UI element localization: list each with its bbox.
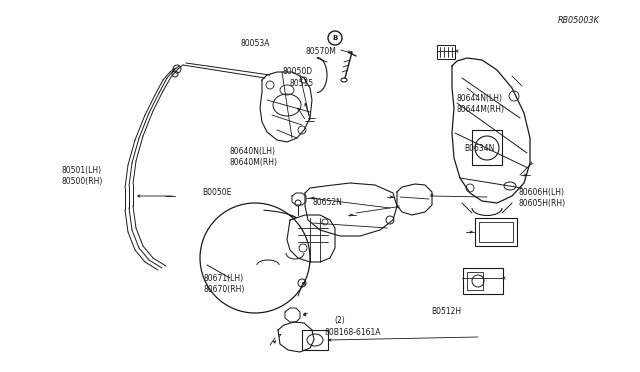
Bar [479, 222, 513, 242]
Text: 80640M(RH): 80640M(RH) [229, 158, 277, 167]
Text: (2): (2) [334, 316, 345, 325]
Text: ß0B168-6161A: ß0B168-6161A [324, 328, 381, 337]
Text: 80671(LH): 80671(LH) [204, 274, 244, 283]
Text: 80644M(RH): 80644M(RH) [457, 105, 505, 114]
Text: B0512H: B0512H [431, 307, 461, 316]
Bar [437, 45, 455, 59]
Text: 80050D: 80050D [282, 67, 312, 76]
Text: 80570M: 80570M [306, 47, 337, 56]
Text: 80644N(LH): 80644N(LH) [457, 94, 503, 103]
Text: 80605H(RH): 80605H(RH) [518, 199, 566, 208]
Bar [463, 268, 503, 294]
Text: B0050E: B0050E [202, 188, 232, 197]
Text: 80500(RH): 80500(RH) [61, 177, 103, 186]
Bar [302, 330, 328, 350]
Text: RB05003K: RB05003K [558, 16, 600, 25]
Text: 80652N: 80652N [312, 198, 342, 207]
Text: B: B [332, 35, 338, 41]
Text: 80606H(LH): 80606H(LH) [518, 188, 564, 197]
Bar [475, 218, 517, 246]
Text: 80515: 80515 [290, 79, 314, 88]
Text: 80053A: 80053A [241, 39, 270, 48]
Bar [472, 130, 502, 165]
Text: 80670(RH): 80670(RH) [204, 285, 245, 294]
Text: 80640N(LH): 80640N(LH) [229, 147, 275, 156]
Text: 80501(LH): 80501(LH) [61, 166, 102, 175]
Text: B0634N: B0634N [465, 144, 495, 153]
Bar [467, 272, 483, 290]
